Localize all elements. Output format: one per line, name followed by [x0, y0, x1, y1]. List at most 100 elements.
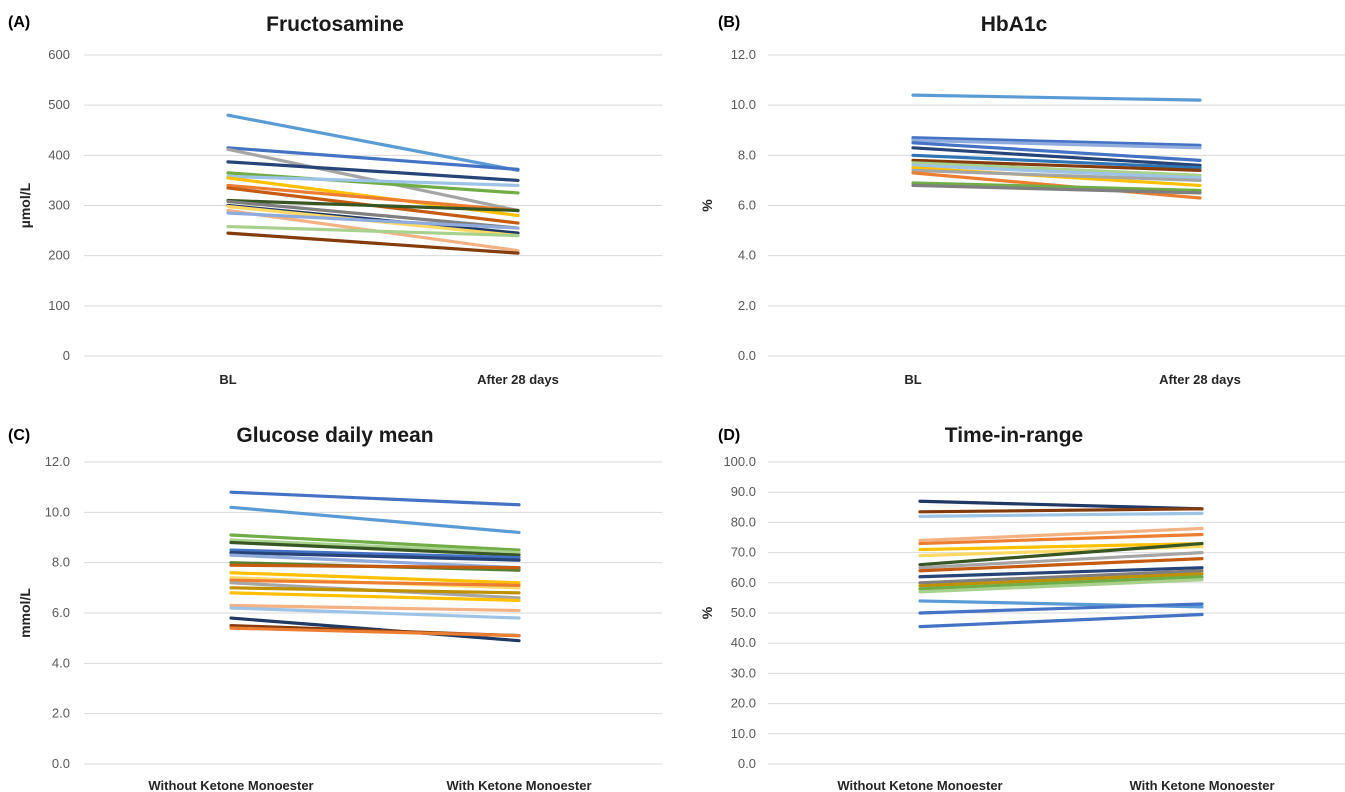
- x-category-label: BL: [904, 372, 921, 387]
- y-tick-label: 4.0: [738, 248, 756, 263]
- series-line: [226, 171, 520, 195]
- series-line: [911, 168, 1202, 183]
- series-line: [918, 572, 1204, 588]
- series-line: [226, 113, 520, 172]
- y-axis-label: mmol/L: [17, 588, 33, 638]
- y-tick-label: 100: [48, 298, 70, 313]
- y-tick-label: 300: [48, 198, 70, 213]
- y-axis-label: µmol/L: [17, 182, 33, 228]
- series-line: [911, 163, 1202, 180]
- y-tick-label: 0.0: [738, 348, 756, 363]
- panel-label: (A): [8, 14, 30, 31]
- x-category-label: After 28 days: [1159, 372, 1241, 387]
- series-line: [911, 93, 1202, 102]
- series-line: [918, 532, 1204, 546]
- series-line: [918, 526, 1204, 543]
- series-line: [229, 553, 521, 570]
- y-tick-label: 60.0: [731, 575, 756, 590]
- y-tick-label: 40.0: [731, 635, 756, 650]
- series-line: [918, 569, 1204, 585]
- series-line: [229, 490, 521, 507]
- series-line: [229, 540, 521, 557]
- series-line: [226, 183, 520, 213]
- y-tick-label: 0: [63, 348, 70, 363]
- series-line: [226, 211, 520, 230]
- y-tick-label: 8.0: [52, 555, 70, 570]
- y-tick-label: 70.0: [731, 545, 756, 560]
- y-tick-label: 10.0: [731, 726, 756, 741]
- y-tick-label: 10.0: [45, 504, 70, 519]
- series-line: [229, 505, 521, 535]
- y-tick-label: 100.0: [723, 454, 756, 469]
- series-line: [226, 199, 520, 230]
- series-line: [918, 541, 1204, 567]
- series-line: [918, 511, 1204, 518]
- y-tick-label: 0.0: [52, 756, 70, 771]
- series-line: [911, 136, 1202, 147]
- series-line: [226, 198, 520, 213]
- y-tick-label: 600: [48, 47, 70, 62]
- series-line: [918, 602, 1204, 615]
- y-tick-label: 10.0: [731, 97, 756, 112]
- series-line: [229, 533, 521, 552]
- series-line: [226, 146, 520, 171]
- x-category-label: With Ketone Monoester: [446, 778, 591, 792]
- y-tick-label: 500: [48, 97, 70, 112]
- series-line: [226, 160, 520, 183]
- y-tick-label: 80.0: [731, 514, 756, 529]
- series-line: [918, 578, 1204, 594]
- y-tick-label: 6.0: [738, 198, 756, 213]
- y-tick-label: 200: [48, 248, 70, 263]
- series-line: [918, 507, 1204, 514]
- y-tick-label: 12.0: [731, 47, 756, 62]
- x-category-label: Without Ketone Monoester: [837, 778, 1002, 792]
- series-line: [229, 538, 521, 555]
- chart-panel-4: 0.0 10.0 20.0 30.0 40.0 50.0 60.0 70.0 80.0 90.0 1…: [699, 424, 1345, 792]
- y-tick-label: 4.0: [52, 655, 70, 670]
- series-line: [229, 550, 521, 562]
- series-line: [226, 174, 520, 188]
- y-tick-label: 2.0: [738, 298, 756, 313]
- series-line: [918, 557, 1204, 573]
- y-tick-label: 8.0: [738, 147, 756, 162]
- series-line: [918, 541, 1204, 552]
- series-line: [911, 181, 1202, 193]
- chart-panel-1: 0 100 200 300 400 500 600 BL After 28 days (A) Fru…: [8, 13, 662, 387]
- series-line: [911, 161, 1202, 177]
- series-line: [918, 550, 1204, 570]
- series-line: [226, 231, 520, 255]
- y-axis-label: %: [699, 606, 715, 619]
- series-line: [918, 499, 1204, 511]
- x-category-label: BL: [219, 372, 236, 387]
- y-tick-label: 50.0: [731, 605, 756, 620]
- series-line: [229, 591, 521, 603]
- series-line: [229, 586, 521, 595]
- y-axis-label: %: [699, 199, 715, 212]
- series-line: [229, 606, 521, 620]
- chart-panel-2: 0.0 2.0 4.0 6.0 8.0 10.0 12.0 BL After 28 days (B…: [699, 13, 1345, 387]
- y-tick-label: 400: [48, 147, 70, 162]
- series-line: [229, 578, 521, 587]
- chart-title: Time-in-range: [945, 424, 1083, 447]
- chart-title: Glucose daily mean: [236, 424, 433, 447]
- series-line: [229, 548, 521, 560]
- series-line: [229, 571, 521, 585]
- chart-title: Fructosamine: [266, 13, 404, 36]
- series-line: [911, 141, 1202, 162]
- y-tick-label: 6.0: [52, 605, 70, 620]
- series-line: [911, 146, 1202, 167]
- y-tick-label: 30.0: [731, 665, 756, 680]
- x-category-label: Without Ketone Monoester: [148, 778, 313, 792]
- y-tick-label: 0.0: [738, 756, 756, 771]
- y-tick-label: 12.0: [45, 454, 70, 469]
- y-tick-label: 20.0: [731, 696, 756, 711]
- y-tick-label: 90.0: [731, 484, 756, 499]
- y-tick-label: 2.0: [52, 706, 70, 721]
- chart-panel-3: 0.0 2.0 4.0 6.0 8.0 10.0 12.0 Without Ketone Mo…: [8, 424, 662, 792]
- panel-label: (B): [718, 14, 740, 31]
- series-line: [911, 138, 1202, 150]
- panel-label: (D): [718, 427, 740, 444]
- series-line: [911, 153, 1202, 170]
- series-line: [229, 563, 521, 570]
